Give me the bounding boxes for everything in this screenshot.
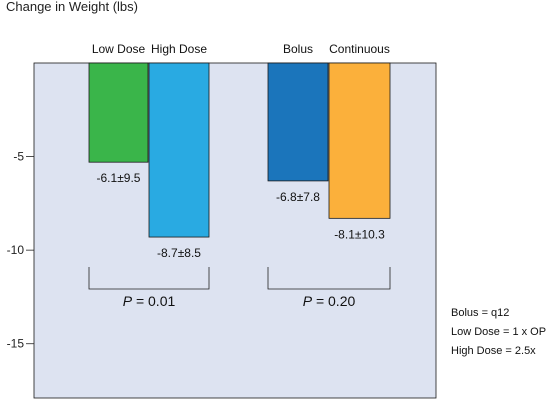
- data-label: -8.7±8.5: [157, 246, 201, 260]
- bar-low-dose: [88, 62, 149, 163]
- y-tick-label: -15: [7, 337, 25, 351]
- category-label: Low Dose: [92, 42, 146, 56]
- y-tick-label: -10: [7, 243, 25, 257]
- p-value-label: P = 0.01: [123, 293, 176, 309]
- bar-continuous: [328, 62, 391, 219]
- category-label: High Dose: [151, 42, 207, 56]
- p-value-label: P = 0.20: [303, 293, 356, 309]
- p-value: = 0.01: [132, 293, 175, 309]
- y-tick-label: -5: [13, 150, 24, 164]
- y-axis-title: Change in Weight (lbs): [6, 0, 138, 14]
- note-line: High Dose = 2.5x: [451, 345, 536, 357]
- category-label: Bolus: [283, 42, 313, 56]
- bar-bolus: [267, 62, 329, 182]
- category-label: Continuous: [329, 42, 390, 56]
- p-symbol: P: [303, 293, 313, 309]
- comparison-bracket: [88, 267, 210, 290]
- data-label: -6.8±7.8: [276, 190, 320, 204]
- p-value: = 0.20: [312, 293, 355, 309]
- note-line: Low Dose = 1 x OP: [451, 326, 546, 338]
- data-label: -8.1±10.3: [334, 227, 385, 241]
- comparison-bracket: [267, 267, 391, 290]
- p-symbol: P: [123, 293, 133, 309]
- bar-high-dose: [148, 62, 210, 238]
- data-label: -6.1±9.5: [97, 171, 141, 185]
- note-line: Bolus = q12: [451, 307, 509, 319]
